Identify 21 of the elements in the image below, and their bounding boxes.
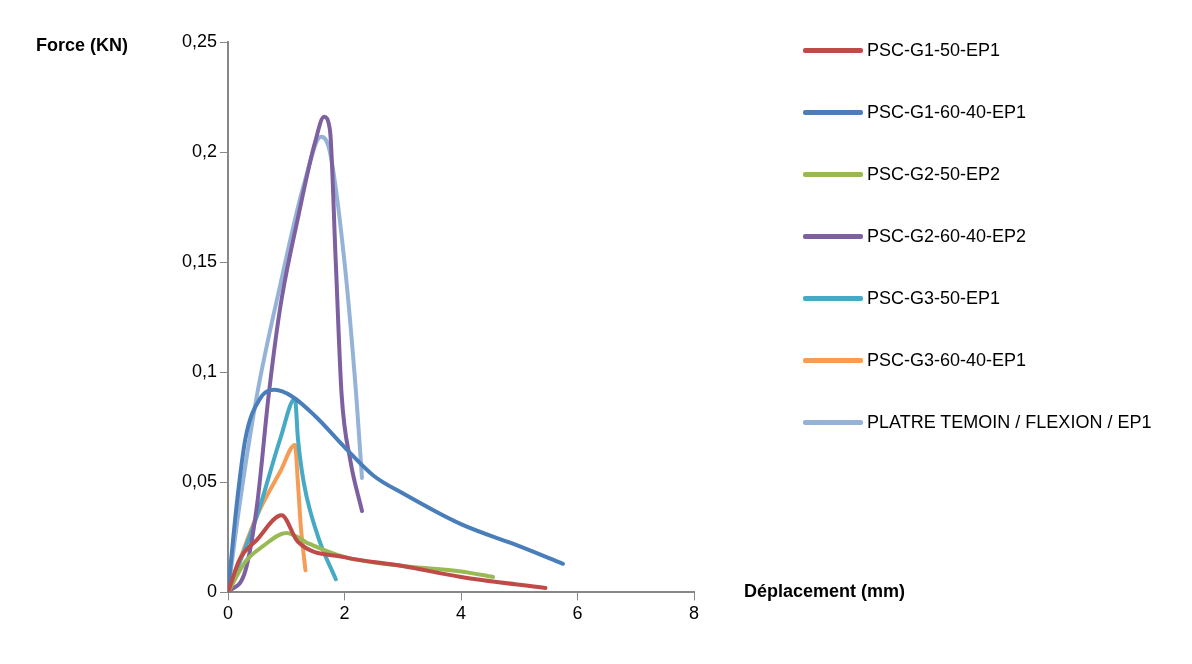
x-axis-title: Déplacement (mm) — [744, 581, 906, 602]
x-tick-label: 0 — [222, 603, 234, 624]
y-tick-label: 0,15 — [181, 251, 217, 272]
y-tick-label: 0,25 — [181, 30, 217, 51]
y-tick-label: 0,1 — [191, 361, 217, 382]
legend-label: PSC-G1-60-40-EP1 — [867, 101, 1027, 124]
y-tick-label: 0 — [206, 581, 217, 602]
y-axis-title: Force (KN) — [35, 34, 128, 55]
legend-label: PSC-G2-50-EP2 — [867, 163, 1001, 186]
y-tick-label: 0,05 — [181, 471, 217, 492]
legend-label: PSC-G2-60-40-EP2 — [867, 225, 1027, 248]
x-tick-label: 2 — [339, 603, 350, 624]
x-tick-label: 4 — [455, 603, 467, 624]
legend-label: PLATRE TEMOIN / FLEXION / EP1 — [867, 411, 1152, 434]
legend-label: PSC-G3-60-40-EP1 — [867, 349, 1027, 372]
legend-label: PSC-G3-50-EP1 — [867, 287, 1001, 310]
legend-label: PSC-G1-50-EP1 — [867, 39, 1001, 62]
y-tick-label: 0,2 — [191, 141, 217, 162]
line-series — [228, 513, 548, 593]
x-tick-label: 6 — [572, 603, 583, 624]
x-tick-label: 8 — [688, 603, 700, 624]
